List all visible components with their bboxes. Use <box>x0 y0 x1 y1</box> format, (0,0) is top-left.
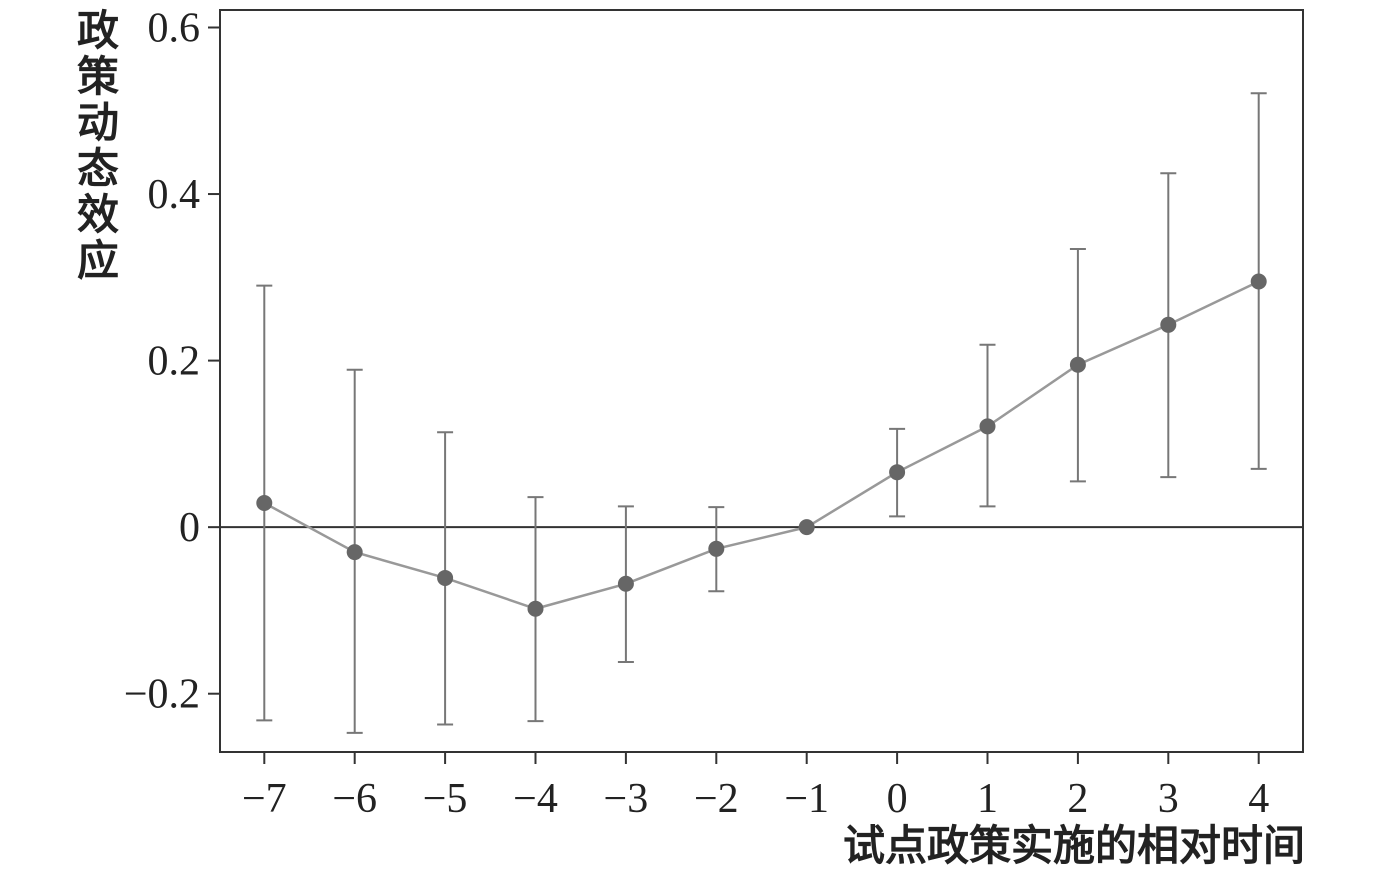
x-tick-label: −5 <box>423 776 468 822</box>
marker <box>1160 316 1177 333</box>
marker <box>1250 273 1267 290</box>
x-tick-label: 1 <box>977 776 998 822</box>
marker <box>798 519 815 536</box>
x-tick-label: −3 <box>604 776 649 822</box>
y-tick-label: 0 <box>179 505 200 551</box>
y-tick-label: −0.2 <box>124 672 200 718</box>
x-tick-label: −4 <box>513 776 558 822</box>
marker <box>1069 356 1086 373</box>
line <box>263 280 1260 611</box>
x-tick-label: 3 <box>1158 776 1179 822</box>
marker <box>889 464 906 481</box>
y-tick-label: 0.6 <box>148 5 201 51</box>
marker <box>256 495 273 512</box>
x-tick-label: −1 <box>784 776 829 822</box>
marker <box>346 544 363 561</box>
x-tick-label: 2 <box>1067 776 1088 822</box>
y-tick-label: 0.2 <box>148 339 201 385</box>
x-tick-label: 4 <box>1248 776 1269 822</box>
marker <box>437 569 454 586</box>
marker <box>527 600 544 617</box>
plot-frame <box>219 9 1304 753</box>
y-axis-label: 政策动态效应 <box>71 8 120 284</box>
marker <box>617 575 634 592</box>
y-tick-label: 0.4 <box>148 172 201 218</box>
x-tick-label: −6 <box>332 776 377 822</box>
x-tick-label: −2 <box>694 776 739 822</box>
x-tick-label: −7 <box>242 776 287 822</box>
x-axis-label: 试点政策实施的相对时间 <box>843 821 1305 870</box>
x-tick-label: 0 <box>887 776 908 822</box>
marker <box>979 418 996 435</box>
marker <box>708 540 725 557</box>
